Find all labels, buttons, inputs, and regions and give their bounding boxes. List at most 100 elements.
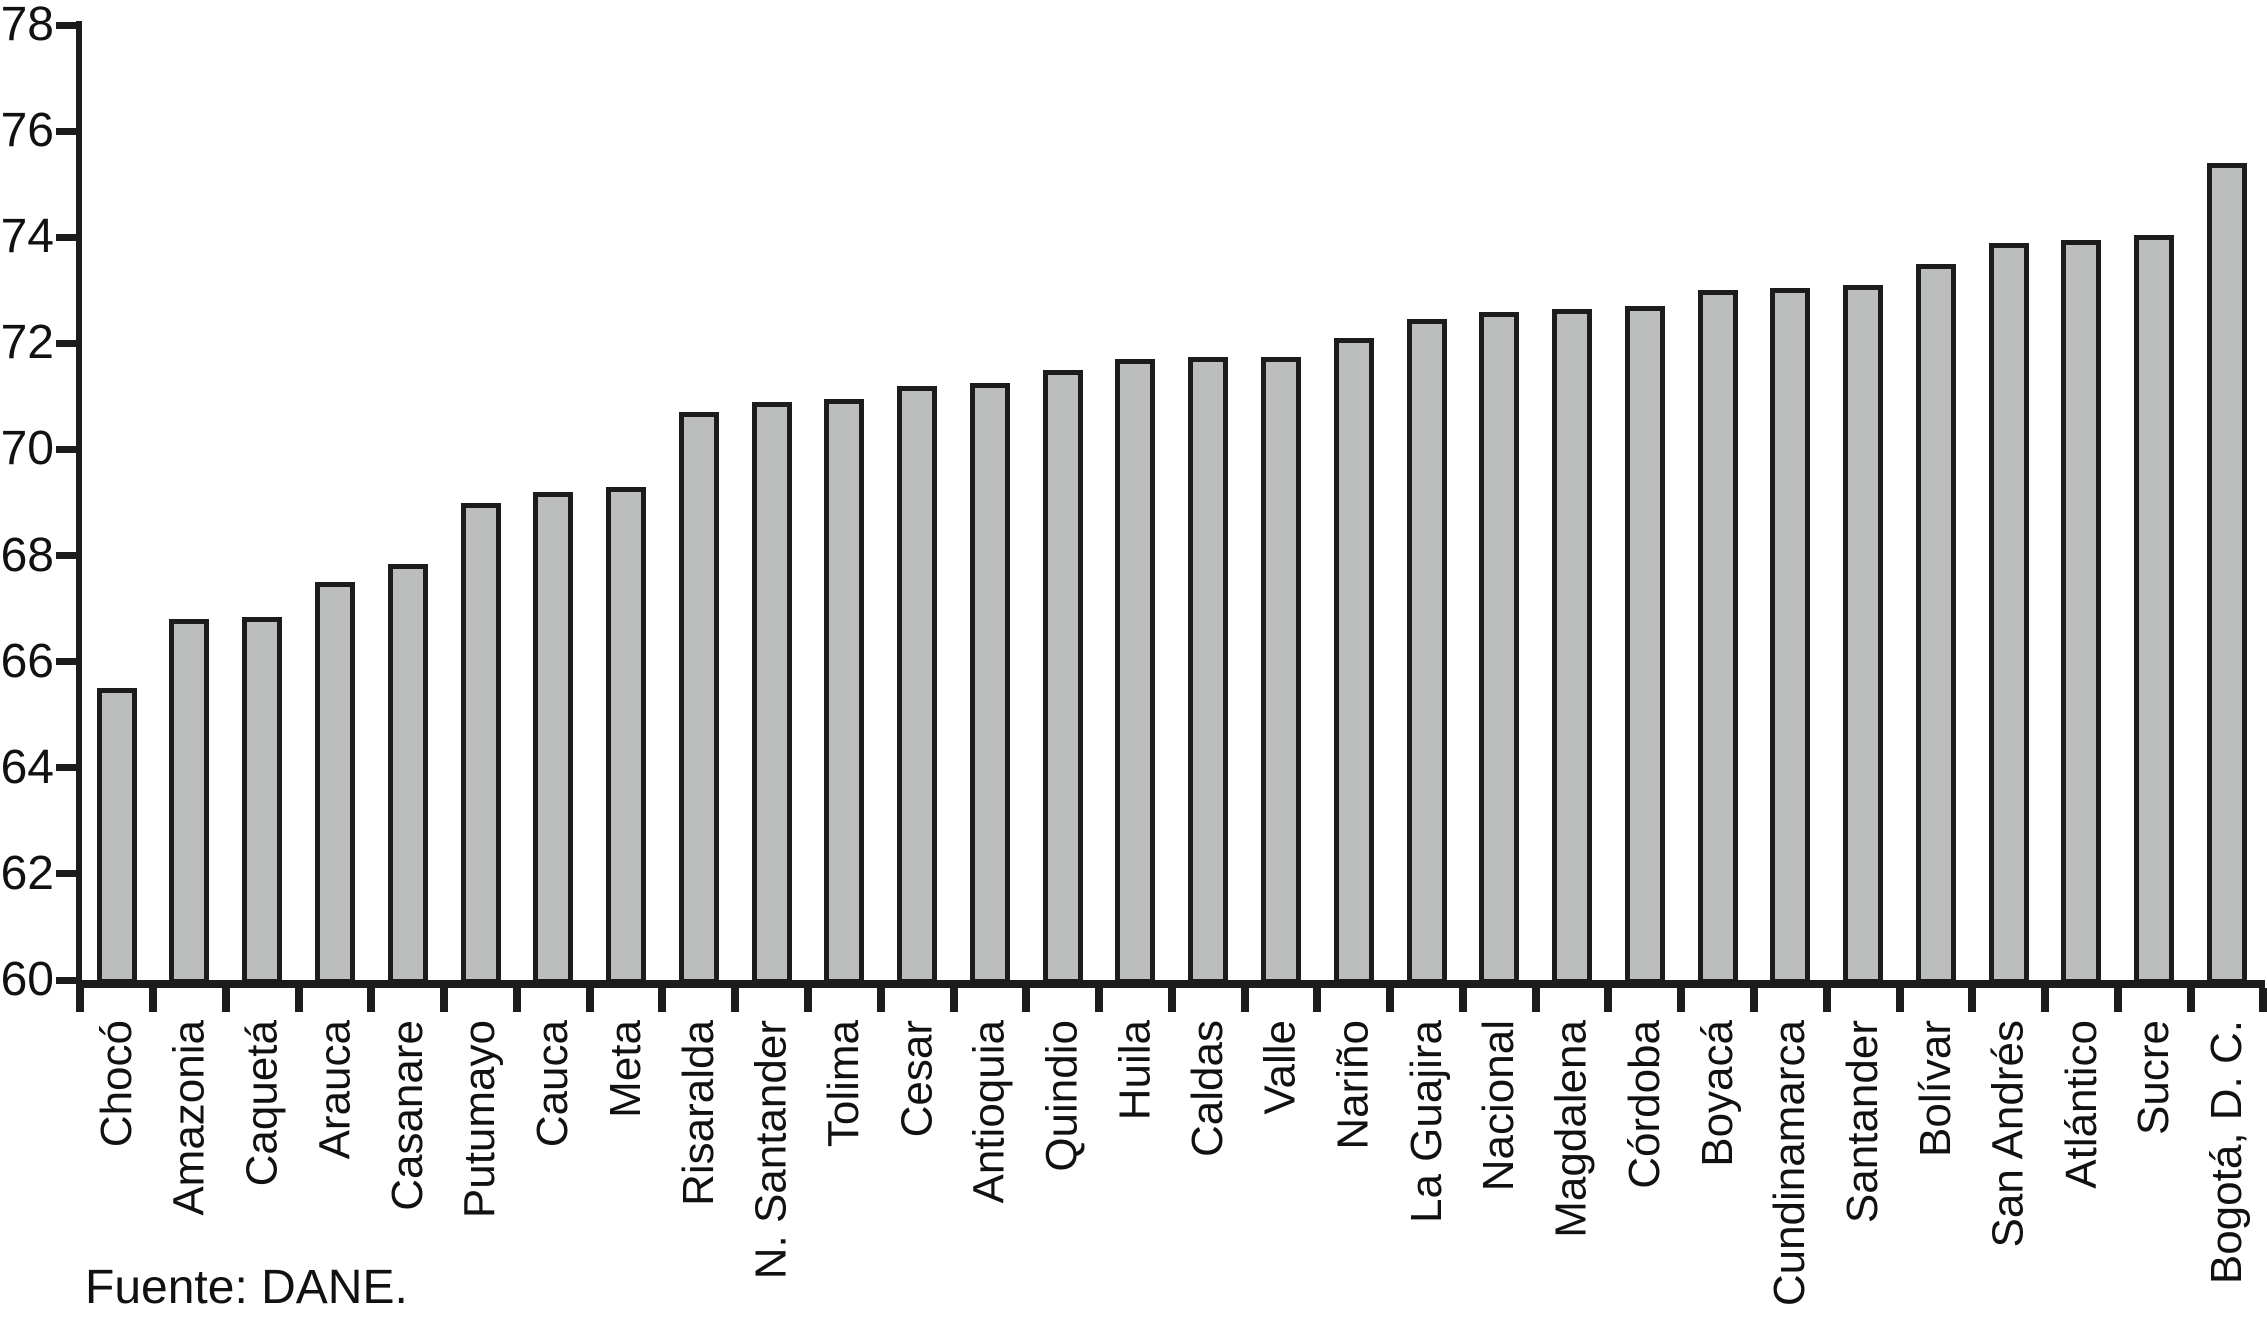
x-tick bbox=[1895, 988, 1904, 1012]
x-tick bbox=[1458, 988, 1467, 1012]
x-tick bbox=[1677, 988, 1686, 1012]
bar-Sucre bbox=[2134, 234, 2175, 984]
x-tick bbox=[585, 988, 594, 1012]
x-tick bbox=[949, 988, 958, 1012]
y-tick bbox=[56, 764, 78, 772]
y-tick-label: 60 bbox=[0, 953, 54, 1006]
bar-Huila bbox=[1115, 359, 1156, 984]
x-tick-label: Santander bbox=[1838, 1020, 1888, 1224]
x-tick-label: Quindio bbox=[1037, 1020, 1087, 1172]
x-tick bbox=[512, 988, 521, 1012]
bar-Quindio bbox=[1042, 369, 1083, 984]
y-tick-label: 72 bbox=[0, 316, 54, 370]
x-tick-label: Sucre bbox=[2129, 1020, 2179, 1135]
x-tick bbox=[2186, 988, 2195, 1012]
x-tick bbox=[1167, 988, 1176, 1012]
y-tick bbox=[56, 976, 78, 984]
y-tick bbox=[56, 445, 78, 453]
bar-Cundinamarca bbox=[1770, 287, 1811, 984]
bar-San Andrés bbox=[1988, 242, 2029, 984]
bar-Valle bbox=[1261, 356, 1302, 984]
x-tick bbox=[804, 988, 812, 1012]
bar-Chocó bbox=[96, 688, 137, 984]
y-tick-label: 78 bbox=[0, 0, 54, 51]
x-tick-label: Putumayo bbox=[455, 1020, 505, 1219]
y-tick bbox=[56, 339, 78, 347]
bar-Cesar bbox=[897, 385, 938, 984]
x-tick-label: Cauca bbox=[528, 1020, 578, 1148]
x-tick bbox=[1240, 988, 1249, 1012]
bar-Antioquia bbox=[969, 383, 1010, 984]
bar-Risaralda bbox=[678, 412, 719, 984]
bar-Tolima bbox=[824, 399, 865, 984]
x-tick-label: Cesar bbox=[892, 1020, 942, 1138]
y-tick bbox=[56, 127, 78, 135]
y-axis bbox=[76, 21, 82, 988]
bar-Boyacá bbox=[1697, 290, 1738, 984]
x-tick-label: Bolívar bbox=[1910, 1020, 1960, 1157]
x-tick-label: Risaralda bbox=[673, 1020, 723, 1206]
x-tick-label: Tolima bbox=[819, 1020, 869, 1148]
x-tick-label: Magdalena bbox=[1547, 1020, 1597, 1238]
x-tick bbox=[1604, 988, 1613, 1012]
x-tick bbox=[731, 988, 740, 1012]
x-tick bbox=[1822, 988, 1831, 1012]
x-tick bbox=[1968, 988, 1977, 1012]
x-tick-label: Córdoba bbox=[1619, 1020, 1669, 1189]
x-axis bbox=[76, 980, 2265, 988]
x-tick-label: N. Santander bbox=[746, 1020, 796, 1280]
bar-Magdalena bbox=[1552, 308, 1593, 984]
y-tick bbox=[56, 21, 78, 29]
x-tick bbox=[658, 988, 667, 1012]
x-tick-label: Caquetá bbox=[237, 1020, 287, 1187]
y-tick-label: 66 bbox=[0, 634, 54, 688]
x-tick-label: Atlántico bbox=[2056, 1020, 2106, 1189]
bar-Bolívar bbox=[1915, 263, 1956, 984]
bar-Meta bbox=[606, 486, 647, 984]
x-tick bbox=[440, 988, 449, 1012]
y-tick bbox=[56, 870, 78, 878]
bar-Nariño bbox=[1333, 338, 1374, 984]
y-tick-label: 74 bbox=[0, 210, 54, 264]
source-note: Fuente: DANE. bbox=[85, 1261, 408, 1314]
x-tick bbox=[367, 988, 376, 1012]
bar-Nacional bbox=[1479, 311, 1520, 984]
x-tick-label: Nariño bbox=[1328, 1020, 1378, 1150]
x-tick bbox=[294, 988, 303, 1012]
y-tick-label: 68 bbox=[0, 528, 54, 582]
x-tick-label: San Andrés bbox=[1983, 1020, 2033, 1248]
bar-Cauca bbox=[533, 491, 574, 984]
x-tick-label: Cundinamarca bbox=[1765, 1020, 1815, 1307]
x-tick-label: Arauca bbox=[310, 1020, 360, 1160]
x-tick-label: Antioquia bbox=[964, 1020, 1014, 1204]
y-tick bbox=[56, 233, 78, 241]
x-tick-label: Nacional bbox=[1474, 1020, 1524, 1192]
bar-Arauca bbox=[315, 582, 355, 984]
bar-Caquetá bbox=[242, 616, 283, 984]
bar-Amazonia bbox=[169, 619, 210, 984]
x-tick bbox=[149, 988, 158, 1012]
x-tick bbox=[1750, 988, 1759, 1012]
x-tick-label: Bogotá, D. C. bbox=[2202, 1020, 2252, 1285]
x-tick bbox=[2259, 988, 2267, 1012]
y-tick-label: 64 bbox=[0, 740, 54, 794]
x-tick bbox=[1531, 988, 1540, 1012]
x-tick bbox=[2113, 988, 2122, 1012]
x-tick-label: Meta bbox=[601, 1020, 651, 1118]
x-tick bbox=[1022, 988, 1031, 1012]
x-tick bbox=[1095, 988, 1104, 1012]
x-tick-label: Amazonia bbox=[164, 1020, 214, 1216]
bar-Putumayo bbox=[460, 502, 501, 984]
y-tick bbox=[56, 552, 78, 560]
x-tick-label: Boyacá bbox=[1692, 1020, 1742, 1167]
y-tick bbox=[56, 658, 78, 666]
bar-Córdoba bbox=[1624, 306, 1665, 984]
y-tick-label: 70 bbox=[0, 422, 54, 476]
x-tick-label: La Guajira bbox=[1401, 1020, 1451, 1224]
x-tick bbox=[1313, 988, 1322, 1012]
x-tick-label: Valle bbox=[1256, 1020, 1306, 1115]
bar-Caldas bbox=[1188, 356, 1229, 984]
x-tick bbox=[221, 988, 230, 1012]
x-tick bbox=[1386, 988, 1395, 1012]
